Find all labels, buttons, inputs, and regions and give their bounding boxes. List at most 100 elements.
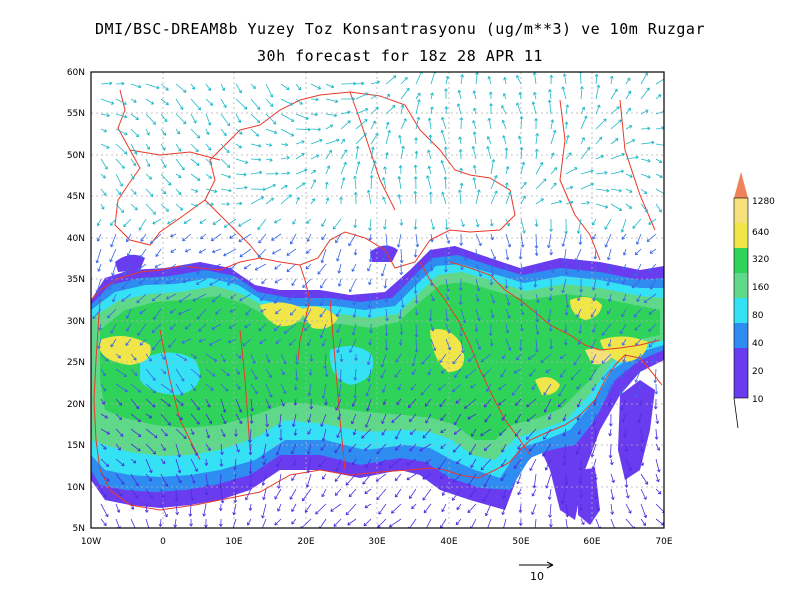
- wind-arrow: [425, 413, 432, 424]
- wind-arrow: [190, 413, 200, 425]
- wind-arrow: [100, 428, 110, 435]
- wind-arrow: [534, 233, 539, 249]
- wind-arrow: [321, 338, 327, 347]
- wind-arrow: [293, 383, 298, 391]
- wind-arrow: [503, 77, 507, 85]
- wind-arrow: [306, 443, 312, 455]
- wind-arrow: [399, 248, 404, 264]
- wind-arrow: [248, 503, 253, 511]
- wind-arrow: [307, 428, 312, 435]
- wind-arrow: [455, 518, 462, 526]
- wind-arrow: [399, 218, 404, 226]
- wind-arrow: [575, 248, 582, 262]
- wind-arrow: [516, 473, 522, 485]
- wind-arrow: [151, 323, 162, 334]
- wind-arrow: [370, 80, 380, 85]
- wind-arrow: [445, 75, 450, 85]
- wind-arrow: [580, 169, 594, 175]
- wind-arrow: [265, 184, 276, 190]
- wind-arrow: [625, 125, 633, 130]
- wind-arrow: [517, 135, 522, 145]
- wind-arrow: [592, 233, 597, 240]
- wind-arrow: [414, 293, 419, 304]
- wind-arrow: [130, 353, 137, 361]
- colorbar-label: 40: [752, 339, 764, 349]
- wind-arrow: [427, 117, 432, 130]
- wind-arrow: [593, 428, 597, 443]
- colorbar-swatch-40-80: [734, 298, 748, 323]
- wind-arrow: [437, 458, 447, 471]
- wind-arrow: [504, 263, 509, 271]
- wind-arrow: [368, 338, 372, 346]
- wind-arrow: [564, 308, 569, 316]
- wind-arrow: [578, 458, 583, 471]
- wind-arrow: [459, 233, 464, 246]
- colorbar: 1280 640 320 160 80 40 20 10: [733, 172, 775, 429]
- wind-arrow: [625, 107, 631, 115]
- wind-arrow: [250, 157, 262, 162]
- wind-arrow: [145, 128, 150, 136]
- wind-arrow: [365, 458, 372, 469]
- map-title: DMI/BSC-DREAM8b Yuzey Toz Konsantrasyonu…: [95, 20, 705, 38]
- wind-arrow: [445, 278, 450, 292]
- wind-arrow: [593, 398, 597, 406]
- wind-arrow: [369, 174, 374, 190]
- wind-arrow: [150, 233, 162, 244]
- wind-arrow: [130, 398, 140, 410]
- wind-arrow: [295, 113, 309, 120]
- wind-arrow: [640, 109, 649, 115]
- wind-arrow: [517, 488, 522, 496]
- colorbar-swatch-640-1280: [734, 198, 748, 223]
- wind-arrow: [397, 194, 402, 205]
- wind-arrow: [535, 323, 540, 335]
- wind-arrow: [115, 488, 123, 497]
- wind-arrow: [218, 503, 223, 512]
- wind-arrow: [520, 161, 526, 175]
- wind-arrow: [160, 428, 168, 437]
- wind-arrow: [381, 413, 387, 425]
- wind-arrow: [622, 293, 627, 302]
- wind-arrow: [640, 428, 645, 443]
- wind-arrow: [428, 308, 433, 322]
- wind-arrow: [227, 278, 237, 286]
- wind-arrow: [459, 117, 464, 130]
- wind-arrow: [489, 278, 494, 286]
- wind-arrow: [385, 130, 391, 145]
- wind-arrow: [606, 278, 612, 286]
- wind-arrow: [209, 278, 222, 286]
- wind-arrow: [190, 353, 197, 359]
- wind-arrow: [640, 203, 648, 213]
- wind-arrow: [590, 443, 597, 458]
- wind-arrow: [592, 293, 597, 302]
- wind-arrow: [520, 195, 526, 205]
- wind-arrow: [388, 518, 402, 528]
- wind-arrow: [380, 353, 387, 368]
- wind-arrow: [291, 503, 297, 512]
- wind-arrow: [413, 278, 418, 294]
- wind-arrow: [335, 458, 342, 472]
- wind-arrow: [543, 383, 552, 396]
- wind-arrow: [370, 94, 377, 100]
- wind-arrow: [455, 398, 462, 404]
- lon-label: 60E: [583, 537, 600, 547]
- wind-arrow: [205, 428, 211, 439]
- wind-arrow: [504, 147, 509, 160]
- wind-arrow: [519, 147, 524, 160]
- wind-arrow: [115, 203, 125, 213]
- wind-arrow: [351, 398, 357, 407]
- wind-arrow: [414, 308, 419, 316]
- wind-arrow: [205, 188, 218, 194]
- wind-arrow: [475, 278, 481, 292]
- wind-arrow: [145, 188, 154, 198]
- wind-arrow: [295, 153, 305, 160]
- wind-arrow: [548, 503, 552, 518]
- wind-arrow: [100, 398, 105, 405]
- wind-arrow: [274, 293, 282, 304]
- wind-arrow: [475, 218, 480, 228]
- wind-arrow: [515, 398, 522, 406]
- colorbar-label: 80: [752, 311, 764, 321]
- wind-arrow: [422, 428, 432, 439]
- wind-arrow: [535, 198, 544, 205]
- wind-arrow: [636, 293, 642, 302]
- wind-arrow: [621, 308, 627, 318]
